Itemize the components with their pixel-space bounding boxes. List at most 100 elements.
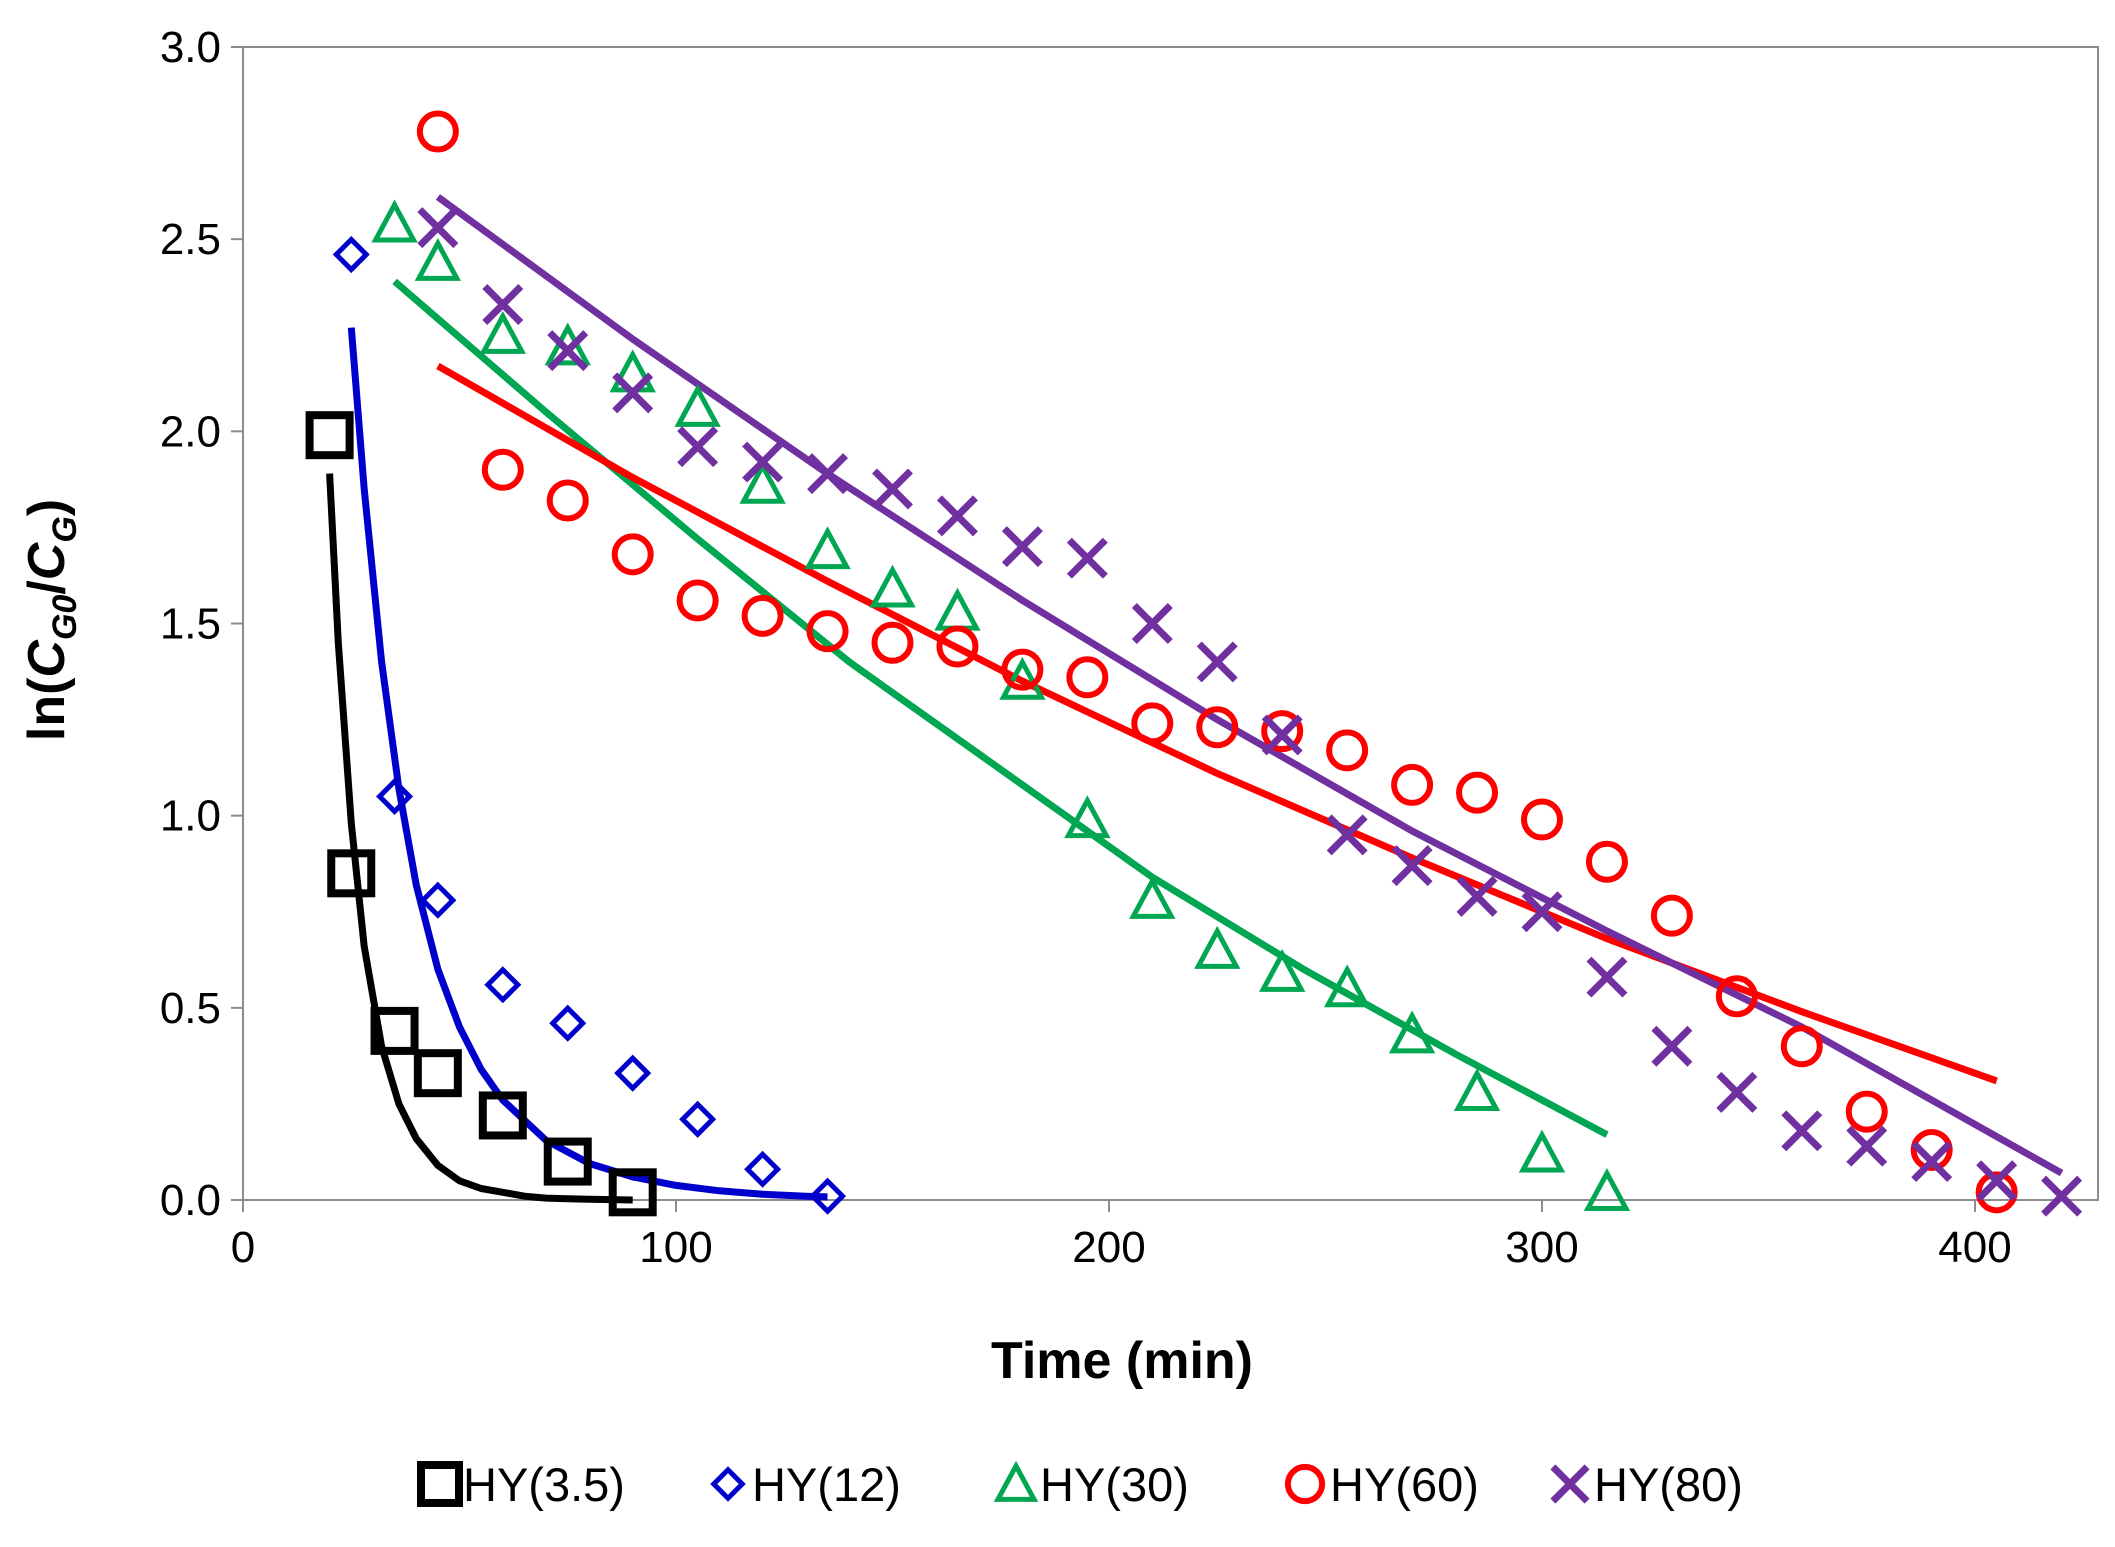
y-tick-label: 2.0 — [160, 407, 221, 456]
data-point-HY(3.5) — [543, 1137, 592, 1186]
data-point-HY(80) — [677, 426, 719, 468]
data-point-HY(60) — [1975, 1171, 2018, 1214]
data-point-HY(60) — [1196, 706, 1239, 749]
y-tick-label: 0.0 — [160, 1176, 221, 1225]
data-point-HY(60) — [806, 610, 849, 653]
data-point-HY(60) — [1066, 656, 1109, 699]
data-point-HY(60) — [1131, 702, 1174, 745]
data-point-HY(12) — [614, 1054, 652, 1092]
data-point-HY(30) — [674, 384, 721, 427]
legend-marker-HY(80) — [1550, 1464, 1590, 1504]
x-tick-label: 0 — [231, 1223, 255, 1272]
data-point-HY(60) — [1456, 771, 1499, 814]
data-point-HY(60) — [1585, 840, 1628, 883]
data-point-HY(3.5) — [413, 1049, 462, 1098]
data-point-HY(60) — [741, 594, 784, 637]
data-point-HY(80) — [482, 284, 524, 325]
data-point-HY(60) — [1521, 798, 1563, 841]
data-point-HY(80) — [1846, 1125, 1888, 1167]
fit-line-HY(60) — [436, 362, 1998, 1085]
x-tick-label: 200 — [1072, 1223, 1145, 1272]
data-point-HY(80) — [872, 468, 913, 510]
data-point-HY(80) — [1651, 1025, 1693, 1067]
data-point-HY(30) — [479, 310, 526, 354]
data-point-HY(30) — [414, 237, 462, 281]
data-point-HY(12) — [809, 1177, 847, 1215]
plot-border — [242, 46, 2099, 1201]
data-point-HY(30) — [1518, 1129, 1566, 1173]
data-point-HY(80) — [417, 207, 459, 249]
data-point-HY(60) — [546, 479, 589, 522]
data-point-HY(30) — [1259, 948, 1306, 992]
data-point-HY(30) — [1453, 1068, 1501, 1112]
y-axis-title-c2: C — [18, 541, 76, 580]
fit-line-HY(30) — [392, 278, 1609, 1138]
fit-curves — [326, 194, 2064, 1204]
data-point-HY(30) — [609, 349, 656, 393]
y-tick-label: 1.5 — [160, 600, 221, 649]
x-tick-label: 100 — [639, 1223, 712, 1272]
data-point-HY(12) — [549, 1004, 587, 1042]
y-tick-label: 1.0 — [160, 792, 221, 841]
data-point-HY(3.5) — [327, 849, 376, 898]
fit-line-HY(3.5) — [326, 473, 633, 1204]
data-point-HY(60) — [1326, 729, 1369, 772]
data-point-HY(30) — [1129, 875, 1176, 919]
data-point-HY(80) — [807, 453, 849, 495]
data-point-HY(60) — [1910, 1129, 1953, 1172]
y-axis-title-c1: C — [18, 639, 76, 678]
data-point-HY(60) — [416, 110, 459, 153]
data-point-HY(3.5) — [608, 1168, 657, 1217]
data-point-HY(30) — [1323, 964, 1371, 1008]
data-point-HY(60) — [1001, 648, 1044, 691]
legend-marker-HY(3.5) — [417, 1461, 463, 1507]
data-point-HY(60) — [1715, 975, 1758, 1018]
y-axis-title: ln(CG0/CG) — [18, 499, 84, 741]
y-axis-title-sub1: G0 — [46, 595, 84, 640]
fit-line-HY(80) — [435, 194, 2064, 1177]
data-point-HY(12) — [484, 966, 522, 1004]
y-axis-title-sub2: G — [46, 516, 84, 542]
legend-label: HY(12) — [752, 1458, 901, 1511]
legend: HY(3.5) HY(12) HY(30) HY(60) HY(80) — [417, 1458, 1743, 1511]
data-point-HY(60) — [481, 448, 524, 491]
data-point-HY(80) — [612, 372, 654, 414]
data-point-HY(60) — [1780, 1025, 1823, 1068]
legend-label: HY(30) — [1040, 1458, 1189, 1511]
data-point-HY(60) — [676, 579, 719, 622]
data-point-HY(30) — [804, 526, 851, 570]
data-point-HY(30) — [1583, 1168, 1631, 1211]
data-point-HY(80) — [1521, 891, 1563, 933]
data-point-HY(60) — [1845, 1090, 1888, 1133]
x-axis-title: Time (min) — [991, 1332, 1253, 1390]
data-point-HY(80) — [1781, 1110, 1823, 1152]
legend-label: HY(80) — [1594, 1458, 1743, 1511]
data-point-HY(80) — [742, 441, 784, 483]
data-point-HY(60) — [1261, 710, 1304, 753]
data-point-HY(60) — [611, 533, 654, 576]
x-tick-label: 300 — [1505, 1223, 1578, 1272]
y-axis-title-prefix: ln( — [18, 677, 76, 741]
data-point-HY(80) — [1131, 603, 1173, 644]
data-point-HY(80) — [1391, 845, 1433, 887]
data-point-HY(3.5) — [370, 1006, 419, 1055]
y-tick-label: 3.0 — [160, 23, 221, 72]
data-point-HY(80) — [936, 495, 978, 537]
data-point-HY(80) — [2041, 1175, 2083, 1217]
data-point-HY(60) — [1391, 763, 1434, 806]
y-tick-label: 2.5 — [160, 215, 221, 264]
data-point-HY(80) — [1326, 814, 1368, 856]
data-point-HY(80) — [1066, 537, 1108, 579]
data-point-HY(80) — [1196, 641, 1238, 683]
data-point-HY(80) — [1716, 1071, 1758, 1113]
axes: 0.0 0.5 1.0 1.5 2.0 2.5 3.0 0 100 200 300 400 — [160, 23, 2099, 1272]
legend-label: HY(3.5) — [463, 1458, 625, 1511]
data-point-HY(30) — [1388, 1010, 1436, 1054]
legend-label: HY(60) — [1330, 1458, 1479, 1511]
data-point-HY(80) — [1456, 875, 1498, 917]
data-point-HY(80) — [1001, 526, 1043, 568]
data-point-HY(12) — [376, 777, 414, 815]
data-point-HY(80) — [1976, 1160, 2018, 1202]
data-point-HY(12) — [419, 881, 457, 919]
